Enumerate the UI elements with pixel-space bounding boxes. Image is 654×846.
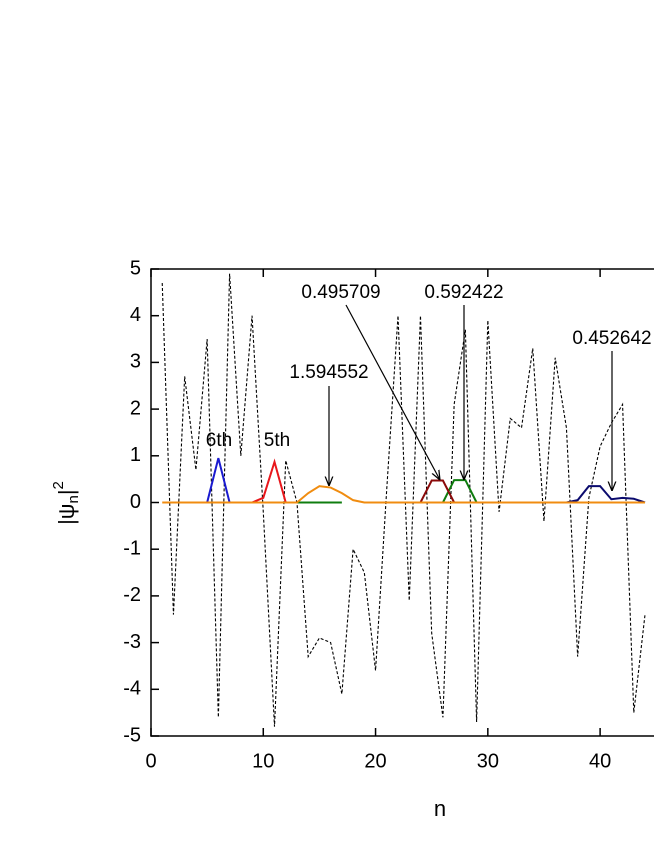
x-tick-label: 20 [364, 750, 386, 772]
x-tick-label: 10 [252, 750, 274, 772]
state-line [206, 457, 231, 503]
y-axis-label: |ψn|2 [50, 481, 82, 525]
y-tick-label: 5 [130, 257, 141, 279]
x-tick-label: 40 [589, 750, 611, 772]
y-tick-label: 3 [130, 351, 141, 373]
y-tick-label: -2 [123, 584, 141, 606]
y-tick-label: -1 [123, 537, 141, 559]
y-tick-label: 2 [130, 397, 141, 419]
x-axis-label: n [434, 796, 446, 821]
y-tick-label: 0 [130, 491, 141, 513]
state-line [162, 485, 646, 504]
x-tick-label: 30 [477, 750, 499, 772]
annotation: 6th [206, 430, 232, 451]
annotation: 5th [264, 430, 290, 451]
state-line [251, 458, 287, 504]
annotation: 0.592422 [424, 282, 503, 303]
state-line [566, 485, 646, 504]
y-tick-label: -3 [123, 631, 141, 653]
annotation: 0.495709 [301, 282, 380, 303]
annotation: 0.452642 [572, 328, 651, 349]
dashed-line [161, 273, 646, 727]
y-tick-label: 4 [130, 304, 141, 326]
x-tick-label: 0 [145, 750, 156, 772]
y-tick-label: -4 [123, 678, 141, 700]
state-line [419, 479, 456, 503]
annotation-arrow [345, 304, 440, 480]
y-tick-label: 1 [130, 444, 141, 466]
y-tick-label: -5 [123, 724, 141, 746]
annotation: 1.594552 [289, 362, 368, 383]
